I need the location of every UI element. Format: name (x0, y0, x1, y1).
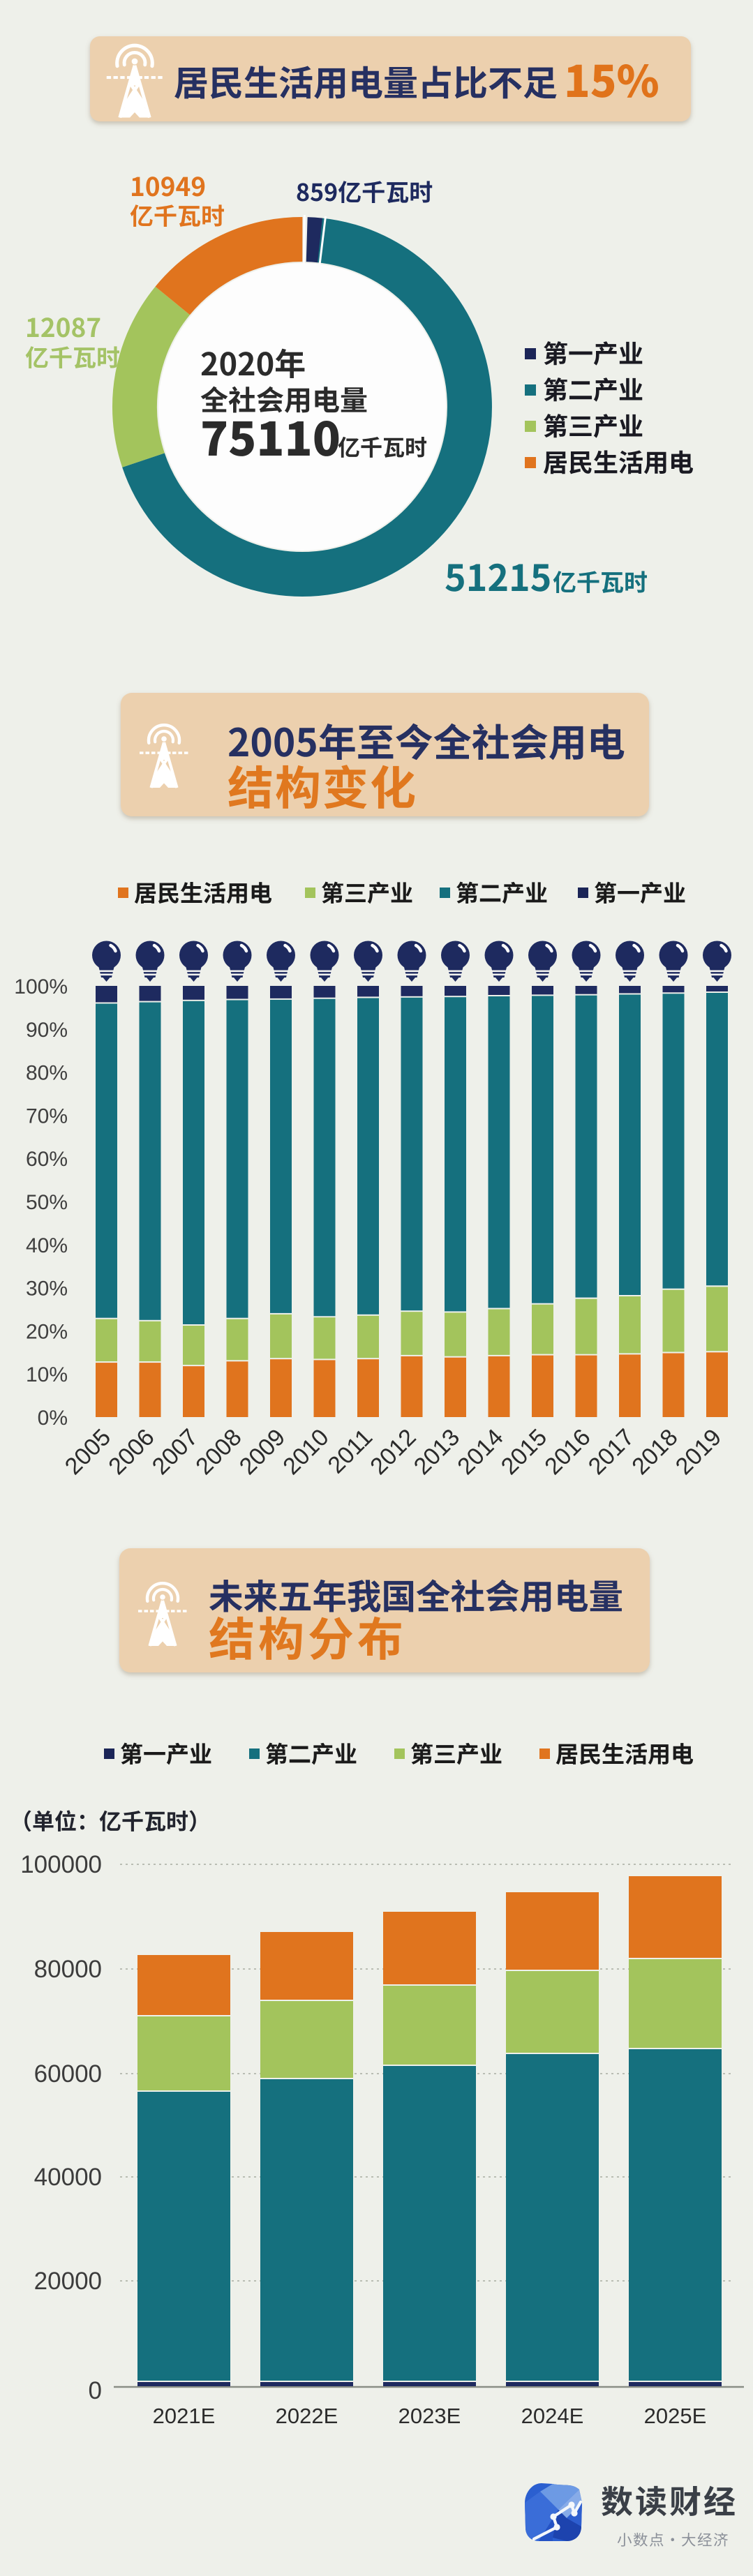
svg-text:90%: 90% (26, 1019, 68, 1042)
svg-text:2025E: 2025E (644, 2404, 707, 2428)
svg-text:20000: 20000 (34, 2268, 102, 2295)
svg-text:40000: 40000 (34, 2164, 102, 2191)
svg-text:10%: 10% (26, 1363, 68, 1386)
svg-text:60%: 60% (26, 1148, 68, 1171)
svg-text:100000: 100000 (20, 1851, 102, 1878)
svg-text:40%: 40% (26, 1234, 68, 1257)
svg-text:100%: 100% (14, 975, 68, 998)
svg-text:2023E: 2023E (398, 2404, 461, 2428)
svg-text:70%: 70% (26, 1104, 68, 1128)
svg-text:0%: 0% (38, 1407, 68, 1430)
svg-text:0: 0 (89, 2377, 102, 2404)
svg-text:20%: 20% (26, 1320, 68, 1343)
svg-text:2021E: 2021E (153, 2404, 216, 2428)
svg-text:60000: 60000 (34, 2060, 102, 2088)
svg-text:50%: 50% (26, 1191, 68, 1214)
svg-text:80000: 80000 (34, 1956, 102, 1983)
svg-text:80%: 80% (26, 1062, 68, 1085)
svg-text:2022E: 2022E (276, 2404, 338, 2428)
svg-text:2024E: 2024E (521, 2404, 584, 2428)
svg-text:30%: 30% (26, 1278, 68, 1301)
